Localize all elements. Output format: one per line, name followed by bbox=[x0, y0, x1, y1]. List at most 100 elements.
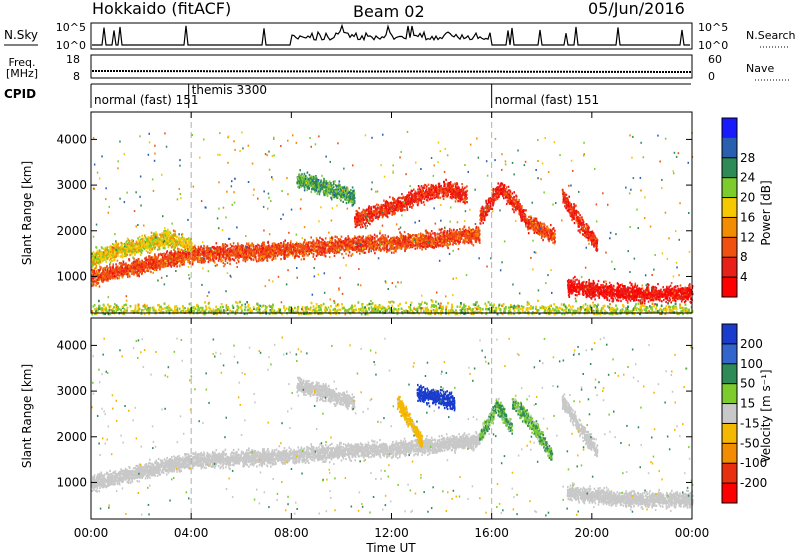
echo-cell bbox=[329, 239, 331, 243]
echo-cell bbox=[241, 248, 244, 251]
echo-cell bbox=[436, 244, 438, 247]
echo-cell bbox=[379, 232, 381, 235]
echo-cell bbox=[341, 246, 343, 249]
echo-cell bbox=[121, 266, 124, 270]
echo-cell bbox=[133, 265, 135, 268]
echo-cell bbox=[162, 262, 164, 266]
echo-cell bbox=[100, 266, 102, 269]
echo-cell bbox=[237, 260, 240, 263]
echo-cell bbox=[323, 242, 325, 245]
echo-cell bbox=[95, 284, 97, 287]
echo-cell bbox=[249, 256, 252, 259]
echo-cell bbox=[436, 232, 439, 235]
echo-cell bbox=[141, 270, 143, 273]
echo-cell bbox=[341, 253, 343, 256]
echo-cell bbox=[252, 258, 255, 261]
echo-cell bbox=[125, 262, 127, 265]
echo-cell bbox=[310, 236, 312, 239]
echo-cell bbox=[134, 253, 136, 256]
echo-cell bbox=[316, 250, 319, 253]
echo-cell bbox=[262, 254, 264, 257]
echo-cell bbox=[246, 249, 249, 252]
echo-cell bbox=[220, 260, 222, 263]
echo-cell bbox=[133, 260, 136, 263]
echo-cell bbox=[406, 246, 408, 249]
echo-cell bbox=[172, 263, 175, 266]
nsearch-label: N.Search bbox=[746, 29, 796, 42]
echo-cell bbox=[405, 242, 408, 245]
echo-cell bbox=[319, 236, 321, 239]
echo-cell bbox=[213, 245, 215, 249]
echo-cell bbox=[316, 238, 318, 241]
echo-cell bbox=[410, 246, 412, 249]
echo-cell bbox=[109, 263, 111, 266]
echo-cell bbox=[112, 263, 115, 266]
echo-cell bbox=[166, 242, 169, 245]
echo-cell bbox=[259, 252, 261, 255]
echo-cell bbox=[232, 245, 234, 248]
echo-cell bbox=[253, 248, 256, 251]
echo-cell bbox=[131, 272, 133, 275]
echo-cell bbox=[472, 244, 475, 247]
echo-cell bbox=[188, 259, 190, 262]
echo-cell bbox=[443, 235, 446, 239]
echo-cell bbox=[379, 239, 382, 242]
echo-cell bbox=[200, 245, 202, 248]
echo-cell bbox=[310, 251, 313, 255]
echo-cell bbox=[212, 259, 214, 262]
echo-cell bbox=[241, 251, 244, 254]
echo-cell bbox=[367, 237, 369, 240]
echo-cell bbox=[150, 236, 152, 239]
echo-cell bbox=[215, 251, 217, 254]
echo-cell bbox=[224, 256, 227, 259]
echo-cell bbox=[308, 250, 311, 253]
echo-cell bbox=[398, 244, 401, 247]
echo-cell bbox=[217, 252, 219, 255]
echo-cell bbox=[446, 239, 449, 242]
echo-cell bbox=[334, 240, 337, 243]
echo-cell bbox=[169, 230, 171, 233]
echo-cell bbox=[393, 246, 396, 249]
echo-cell bbox=[429, 232, 432, 235]
echo-cell bbox=[123, 270, 125, 273]
nave-label: Nave bbox=[746, 62, 774, 75]
echo-cell bbox=[96, 282, 99, 285]
echo-cell bbox=[414, 244, 416, 247]
echo-cell bbox=[324, 237, 327, 240]
echo-cell bbox=[134, 266, 136, 269]
echo-cell bbox=[292, 254, 294, 257]
echo-cell bbox=[162, 246, 165, 249]
echo-cell bbox=[335, 252, 338, 255]
echo-cell bbox=[411, 244, 414, 248]
echo-cell bbox=[321, 250, 324, 253]
echo-cell bbox=[144, 257, 146, 260]
echo-cell bbox=[286, 250, 289, 253]
echo-cell bbox=[141, 234, 143, 237]
echo-cell bbox=[227, 247, 229, 250]
echo-cell bbox=[365, 247, 368, 250]
echo-cell bbox=[342, 248, 345, 251]
echo-cell bbox=[265, 256, 267, 259]
echo-cell bbox=[138, 275, 140, 278]
echo-cell bbox=[470, 230, 472, 233]
echo-cell bbox=[312, 239, 315, 242]
echo-cell bbox=[364, 240, 367, 243]
echo-cell bbox=[432, 237, 435, 240]
echo-cell bbox=[327, 244, 330, 247]
echo-cell bbox=[347, 235, 349, 238]
echo-cell bbox=[271, 242, 274, 245]
echo-cell bbox=[188, 257, 191, 260]
echo-cell bbox=[132, 256, 134, 259]
echo-cell bbox=[356, 250, 358, 253]
echo-cell bbox=[476, 231, 479, 234]
echo-cell bbox=[215, 257, 218, 260]
echo-cell bbox=[165, 259, 168, 263]
echo-cell bbox=[116, 259, 119, 262]
echo-cell bbox=[121, 263, 124, 266]
echo-cell bbox=[441, 227, 443, 231]
echo-cell bbox=[333, 254, 336, 257]
echo-cell bbox=[149, 267, 151, 270]
echo-cell bbox=[458, 232, 460, 235]
echo-cell bbox=[447, 237, 450, 240]
echo-cell bbox=[146, 269, 149, 272]
